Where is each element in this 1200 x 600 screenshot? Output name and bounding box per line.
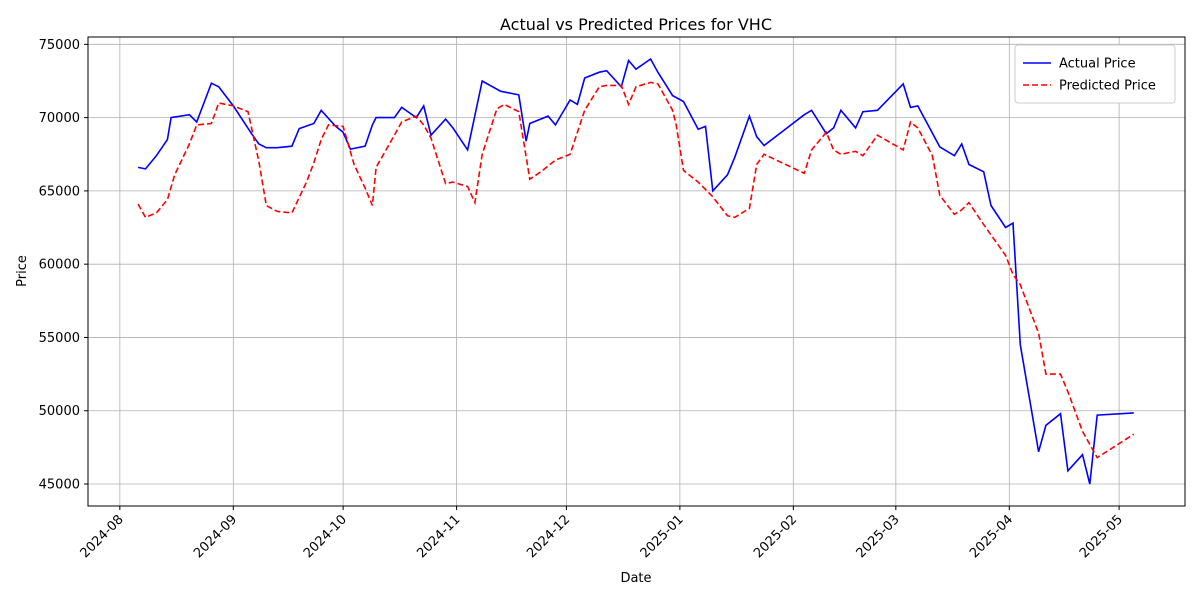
x-axis-label: Date	[620, 571, 651, 586]
y-tick-label: 70000	[39, 111, 80, 126]
data-line	[137, 57, 1134, 485]
data-line	[137, 81, 1135, 459]
x-tick-label: 2024-11	[414, 512, 463, 561]
x-tick-label: 2025-03	[854, 512, 903, 561]
y-tick-label: 45000	[39, 478, 80, 493]
x-tick-label: 2025-02	[751, 512, 800, 561]
x-tick-label: 2024-09	[191, 512, 240, 561]
x-tick-label: 2025-04	[967, 512, 1016, 561]
y-tick-label: 65000	[39, 184, 80, 199]
x-tick-label: 2024-10	[301, 512, 350, 561]
legend: Actual Price Predicted Price	[1014, 44, 1176, 104]
legend-label: Predicted Price	[1059, 79, 1156, 94]
y-tick-label: 75000	[39, 38, 80, 53]
chart-title: Actual vs Predicted Prices for VHC	[500, 15, 772, 34]
x-tick-label: 2025-05	[1077, 512, 1126, 561]
x-tick-label: 2025-01	[638, 512, 687, 561]
y-tick-label: 50000	[39, 404, 80, 419]
y-tick-label: 55000	[39, 331, 80, 346]
legend-label: Actual Price	[1059, 57, 1136, 72]
plot-frame	[87, 36, 1186, 507]
y-tick-label: 60000	[39, 258, 80, 273]
x-tick-label: 2024-12	[524, 512, 573, 561]
legend-box	[1014, 44, 1176, 104]
x-tick-label: 2024-08	[78, 512, 127, 561]
y-axis-label: Price	[15, 255, 30, 287]
